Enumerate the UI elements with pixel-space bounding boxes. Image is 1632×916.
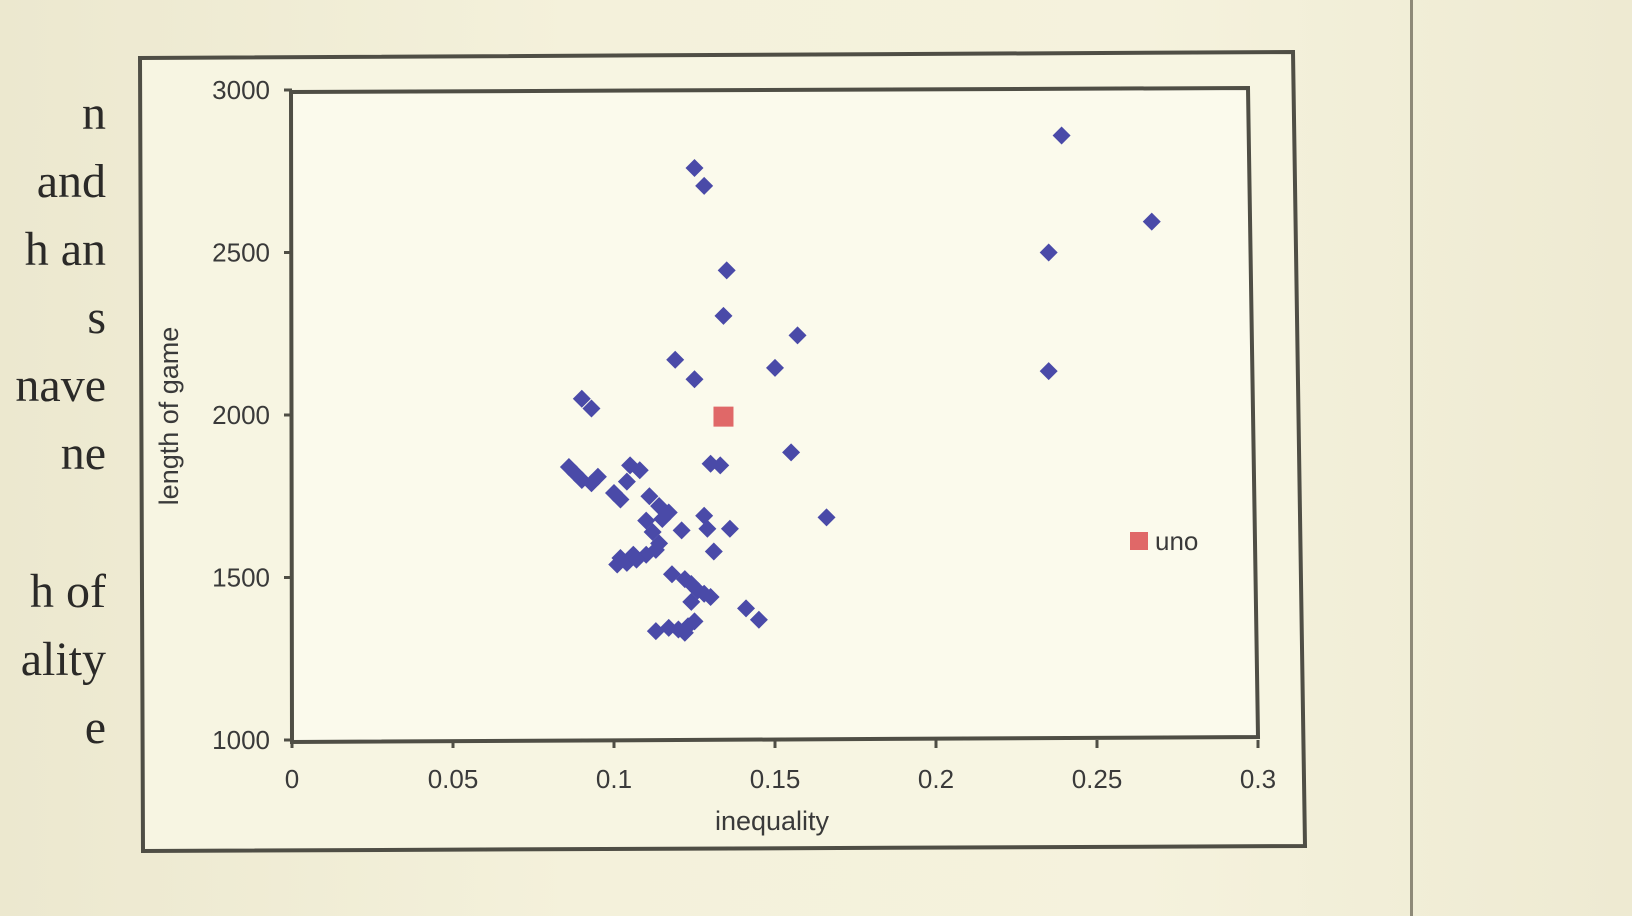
text-line-2: and [36,155,106,208]
y-tick-label: 1000 [212,725,270,755]
scatter-point-diamond [640,487,659,506]
page-edge [1410,0,1413,916]
scatter-point-diamond [737,599,756,618]
y-tick-label: 1500 [212,563,270,593]
x-tick-label: 0 [285,764,299,794]
scatter-point-diamond [666,350,685,369]
scatter-point-diamond [1052,126,1071,145]
text-line-4: s [87,291,106,344]
scatter-point-diamond [630,461,649,480]
scatter-point-diamond [611,490,630,509]
scatter-point-diamond [817,508,836,527]
scatter-point-diamond [1039,243,1058,262]
x-tick-label: 0.15 [750,764,801,794]
x-axis-title: inequality [715,806,830,836]
scatter-point-diamond [717,261,736,280]
scatter-point-diamond [766,358,784,377]
text-line-9: ality [20,633,106,686]
legend: uno [1130,526,1198,556]
scatter-point-diamond [788,326,807,345]
tick-layer: 0 0.05 0.1 0.15 0.2 0.25 0.3 1000 1500 2000 2500 30… [212,75,1276,794]
scatter-point-diamond [698,519,717,538]
text-line-6: ne [60,427,106,480]
scatter-point-diamond [704,542,723,561]
points-layer [559,126,1161,642]
scatter-point-diamond [782,443,801,462]
scatter-point-diamond [685,370,704,389]
scatter-point-diamond [659,618,678,637]
scatter-point-diamond [685,159,704,177]
scatter-point-diamond [572,389,591,408]
x-tick-label: 0.1 [596,764,632,794]
text-line-8: h of [30,565,106,618]
scatter-point-diamond [701,588,720,606]
x-tick-label: 0.05 [428,764,479,794]
scatter-point-diamond [749,610,768,629]
scatter-point-diamond [1142,212,1161,231]
x-tick-label: 0.25 [1072,764,1123,794]
x-tick-label: 0.3 [1240,764,1276,794]
y-tick-label: 2000 [212,400,270,430]
scatter-point-diamond [627,550,646,569]
text-line-10: e [84,701,106,754]
scatter-point-diamond [675,623,694,642]
plot-area [288,85,1261,745]
scatter-point-diamond [653,510,672,528]
legend-label-uno: uno [1155,526,1198,556]
scatter-point-diamond [720,519,739,538]
y-axis-title: length of game [154,327,184,506]
legend-marker-uno [1130,532,1148,550]
scatter-point-diamond [711,456,730,475]
text-line-1: n [82,87,106,140]
scatter-point-diamond [695,506,714,525]
scatter-point-diamond [714,306,733,325]
scatter-point-diamond [617,472,636,491]
x-tick-label: 0.2 [918,764,954,794]
scatter-point-diamond [682,592,701,611]
text-line-5: nave [15,359,106,412]
scatter-point-diamond [588,467,607,486]
scatter-point-diamond [582,399,601,418]
scatter-point-diamond [672,521,691,540]
text-line-3: h an [24,223,106,276]
y-tick-label: 2500 [212,238,270,268]
scatter-point-diamond [1039,362,1058,381]
y-tick-label: 3000 [212,75,270,105]
scatter-point-square [713,406,734,427]
scatter-point-diamond [646,622,665,641]
scatter-point-diamond [695,176,714,195]
